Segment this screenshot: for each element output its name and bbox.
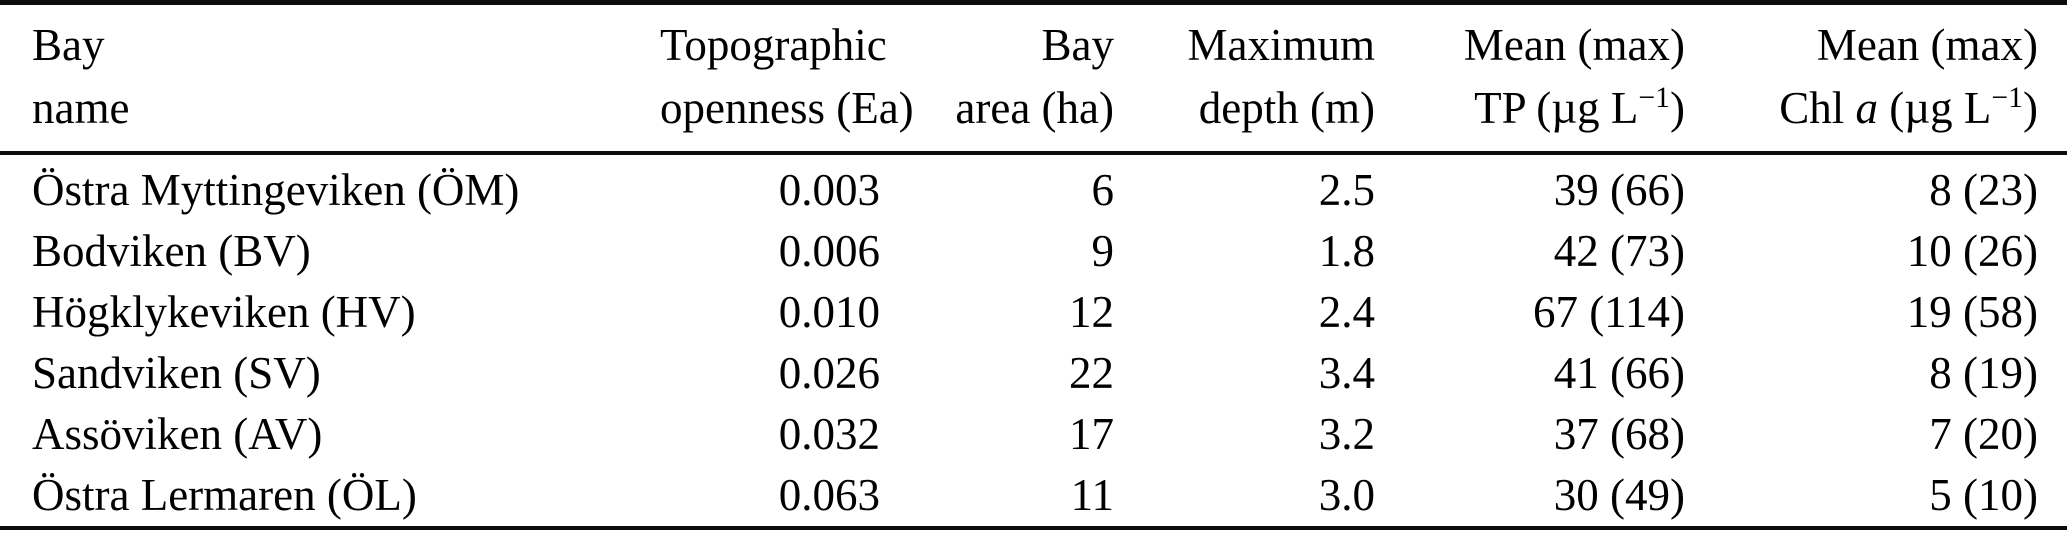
cell-maximum-depth: 3.4: [1318, 348, 1375, 398]
unit-text: ): [2023, 83, 2038, 133]
cell-chl-mean-max: 8 (19): [1929, 348, 2038, 398]
cell-bay-name: Östra Myttingeviken (ÖM): [32, 165, 520, 215]
cell-topographic-openness: 0.010: [778, 287, 880, 337]
cell-topographic-openness: 0.006: [778, 226, 880, 276]
unit-text: (µg L: [1878, 83, 1992, 133]
header-line-1: Mean (max): [1816, 20, 2038, 70]
cell-bay-name: Sandviken (SV): [32, 348, 321, 398]
cell-bay-name: Bodviken (BV): [32, 226, 311, 276]
column-header-mean-max-chl-a: Mean (max) Chl a (µg L−1): [1685, 2, 2067, 155]
cell-maximum-depth: 3.0: [1114, 465, 1375, 530]
table-row: Högklykeviken (HV) 0.010 12 2.4 67 (114)…: [0, 282, 2067, 343]
cell-chl-mean-max: 7 (20): [1929, 409, 2038, 459]
cell-topographic-openness: 0.026: [778, 348, 880, 398]
column-header-bay-name: Bay name: [0, 2, 660, 155]
header-line-2: openness (Ea): [660, 83, 914, 133]
unit-text: ): [1670, 83, 1685, 133]
cell-bay-area: 9: [1091, 226, 1115, 276]
table-body: Östra Myttingeviken (ÖM) 0.003 6 2.5 39 …: [0, 153, 2067, 530]
cell-tp-mean-max: 41 (66): [1553, 348, 1685, 398]
table-header: Bay name Topographic openness (Ea) Bay a…: [0, 2, 2067, 155]
cell-topographic-openness: 0.032: [778, 409, 880, 459]
column-header-bay-area: Bay area (ha): [880, 2, 1115, 155]
unit-text: TP (µg L: [1474, 83, 1639, 133]
cell-maximum-depth: 1.8: [1318, 226, 1375, 276]
cell-tp-mean-max: 67 (114): [1532, 287, 1685, 337]
header-line-1: Bay: [32, 20, 105, 70]
cell-bay-name: Högklykeviken (HV): [32, 287, 416, 337]
header-line-1: Bay: [1041, 20, 1115, 70]
column-header-mean-max-tp: Mean (max) TP (µg L−1): [1375, 2, 1685, 155]
header-line-2: area (ha): [955, 83, 1114, 133]
cell-bay-area: 22: [1069, 348, 1114, 398]
table-row: Östra Myttingeviken (ÖM) 0.003 6 2.5 39 …: [0, 153, 2067, 221]
cell-bay-area: 12: [1069, 287, 1114, 337]
chl-a-italic: a: [1855, 83, 1879, 133]
table-row: Östra Lermaren (ÖL) 0.063 11 3.0 30 (49)…: [0, 465, 2067, 530]
header-line-2: TP (µg L−1): [1474, 81, 1685, 133]
cell-bay-name: Assöviken (AV): [32, 409, 323, 459]
cell-maximum-depth: 3.2: [1318, 409, 1375, 459]
column-header-maximum-depth: Maximum depth (m): [1114, 2, 1376, 155]
column-header-topographic-openness: Topographic openness (Ea): [660, 2, 914, 155]
table-row: Bodviken (BV) 0.006 9 1.8 42 (73) 10 (26…: [0, 221, 2067, 282]
header-line-1: Topographic: [660, 20, 887, 70]
cell-bay-area: 17: [1069, 409, 1114, 459]
header-line-1: Mean (max): [1463, 20, 1685, 70]
cell-bay-area: 11: [880, 465, 1114, 530]
cell-chl-mean-max: 10 (26): [1906, 226, 2038, 276]
cell-chl-mean-max: 19 (58): [1906, 287, 2038, 337]
table-row: Assöviken (AV) 0.032 17 3.2 37 (68) 7 (2…: [0, 404, 2067, 465]
header-line-2: depth (m): [1198, 83, 1375, 133]
cell-tp-mean-max: 30 (49): [1375, 465, 1685, 530]
cell-maximum-depth: 2.4: [1318, 287, 1375, 337]
cell-chl-mean-max: 5 (10): [1685, 465, 2067, 530]
cell-tp-mean-max: 37 (68): [1553, 409, 1685, 459]
cell-bay-name: Östra Lermaren (ÖL): [0, 465, 660, 530]
cell-tp-mean-max: 39 (66): [1553, 165, 1685, 215]
unit-text: Chl: [1779, 83, 1856, 133]
header-row: Bay name Topographic openness (Ea) Bay a…: [0, 2, 2067, 155]
header-line-2: name: [32, 83, 130, 133]
cell-chl-mean-max: 8 (23): [1929, 165, 2038, 215]
cell-maximum-depth: 2.5: [1318, 165, 1375, 215]
cell-topographic-openness: 0.063: [660, 465, 880, 530]
cell-topographic-openness: 0.003: [778, 165, 880, 215]
header-line-1: Maximum: [1187, 20, 1376, 70]
cell-bay-area: 6: [1091, 165, 1115, 215]
cell-tp-mean-max: 42 (73): [1553, 226, 1685, 276]
header-line-2: Chl a (µg L−1): [1779, 81, 2038, 133]
table-row: Sandviken (SV) 0.026 22 3.4 41 (66) 8 (1…: [0, 343, 2067, 404]
